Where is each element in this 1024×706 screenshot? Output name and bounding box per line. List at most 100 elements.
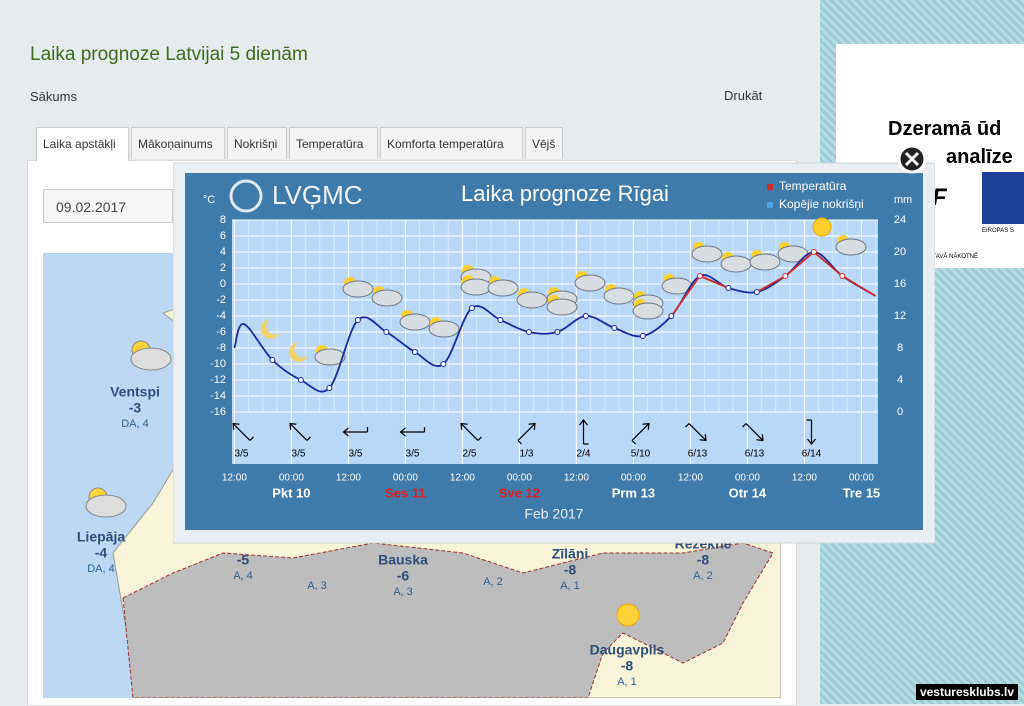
temperature-point	[525, 329, 532, 335]
y-tick-label: 4	[220, 246, 226, 258]
cloud-icon	[85, 340, 172, 518]
weather-icon	[691, 242, 723, 263]
cloud-icon	[546, 298, 578, 316]
city-temp: -8	[621, 658, 634, 674]
cloud-icon	[342, 280, 374, 298]
moon-icon	[288, 342, 308, 362]
wind-arrow-shape	[631, 422, 650, 445]
temperature-point	[839, 273, 846, 279]
city-wind: A, 1	[560, 580, 580, 592]
wind-label: 1/3	[520, 449, 534, 460]
x-tick-label: 12:00	[564, 473, 589, 484]
legend-label: Kopējie nokrišņi	[779, 197, 864, 211]
cloud-icon	[749, 253, 781, 271]
day-label: Sve 12	[499, 485, 540, 500]
cloud-icon	[428, 320, 460, 338]
cloud-icon	[314, 348, 346, 366]
weather-icon	[288, 342, 308, 362]
y-tick-label: 8	[220, 214, 226, 226]
x-tick-label: 12:00	[450, 473, 475, 484]
cloud-icon	[632, 302, 664, 320]
logo: LVĢMC	[272, 180, 363, 210]
wind-arrow-shape	[232, 422, 254, 441]
wind-arrow-shape	[517, 422, 536, 445]
warm-segment	[756, 275, 786, 293]
y-tick-label: -2	[216, 294, 226, 306]
popup: LVĢMC Laika prognoze Rīgai °C mm Feb 201…	[173, 144, 935, 544]
day-label: Prm 13	[612, 485, 655, 500]
weather-icon	[603, 284, 635, 305]
temperature-point	[326, 385, 333, 391]
watermark: vesturesklubs.lv	[915, 684, 1018, 700]
weather-icon	[749, 250, 781, 271]
tab[interactable]: Temperatūra	[289, 127, 378, 159]
sun-icon	[616, 603, 640, 627]
close-icon	[904, 151, 920, 167]
tab[interactable]: Laika apstākļi	[36, 127, 129, 161]
weather-icon	[720, 252, 752, 273]
tab[interactable]: Mākoņainums	[131, 127, 225, 159]
sun-icon	[812, 217, 832, 237]
wind-arrow-shape	[742, 423, 764, 442]
y-tick-label: -6	[216, 326, 226, 338]
temperature-point	[639, 333, 646, 339]
y2-axis-label: mm	[894, 194, 912, 206]
city-temp: -4	[95, 545, 108, 561]
y-tick-label: -16	[210, 406, 226, 418]
wind-arrow	[685, 423, 707, 442]
temperature-point	[297, 377, 304, 383]
wind-label: 6/13	[688, 449, 708, 460]
temperature-point	[582, 313, 589, 319]
logo-mark	[229, 179, 263, 213]
ad-text: EIROPAS S	[982, 228, 1014, 234]
weather-icon	[399, 310, 431, 331]
weather-icon	[460, 275, 492, 296]
ad-text: analīze	[946, 146, 1013, 168]
wind-arrow	[517, 422, 536, 445]
cloud-icon	[691, 245, 723, 263]
y-tick-label: -14	[210, 390, 226, 402]
wind-arrow	[742, 423, 764, 442]
wind-arrow-shape	[399, 427, 426, 437]
breadcrumb[interactable]: Sākums	[30, 89, 77, 104]
ad-text: MS TAVĀ NĀKOTNĒ	[922, 254, 979, 260]
x-tick-label: 12:00	[336, 473, 361, 484]
wind-arrow-shape	[460, 422, 482, 441]
city-wind: A, 4	[233, 570, 253, 582]
city-name: Liepāja	[77, 529, 125, 545]
temperature-point	[810, 249, 817, 255]
wind-area	[232, 412, 878, 464]
y2-tick-label: 0	[897, 406, 903, 418]
cloud-icon	[574, 274, 606, 292]
y-tick-label: -8	[216, 342, 226, 354]
wind-label: 3/5	[292, 449, 306, 460]
temperature-point	[497, 317, 504, 323]
y2-tick-label: 4	[897, 374, 903, 386]
temperature-point	[611, 325, 618, 331]
temperature-point	[725, 285, 732, 291]
city-wind: DA, 4	[121, 418, 149, 430]
weather-icon	[342, 277, 374, 298]
y2-tick-label: 24	[894, 214, 906, 226]
print-link[interactable]: Drukāt	[724, 88, 763, 103]
wind-arrow	[460, 422, 482, 441]
wind-label: 2/4	[577, 449, 591, 460]
cloud-icon	[460, 278, 492, 296]
tab[interactable]: Komforta temperatūra	[380, 127, 523, 159]
temperature-point	[782, 273, 789, 279]
ad-logo: F	[932, 184, 947, 211]
warm-segment	[813, 251, 843, 277]
wind-arrow	[289, 422, 311, 441]
date-input[interactable]: 09.02.2017	[43, 189, 173, 223]
weather-icon	[574, 271, 606, 292]
wind-label: 3/5	[235, 449, 249, 460]
tab[interactable]: Vējš	[525, 127, 563, 159]
city-wind: DA, 4	[87, 563, 115, 575]
y-tick-label: 6	[220, 230, 226, 242]
wind-label: 3/5	[349, 449, 363, 460]
warm-segment	[670, 275, 701, 317]
y-axis-label: °C	[203, 194, 215, 206]
day-label: Tre 15	[843, 485, 881, 500]
tab[interactable]: Nokrišņi	[227, 127, 287, 159]
